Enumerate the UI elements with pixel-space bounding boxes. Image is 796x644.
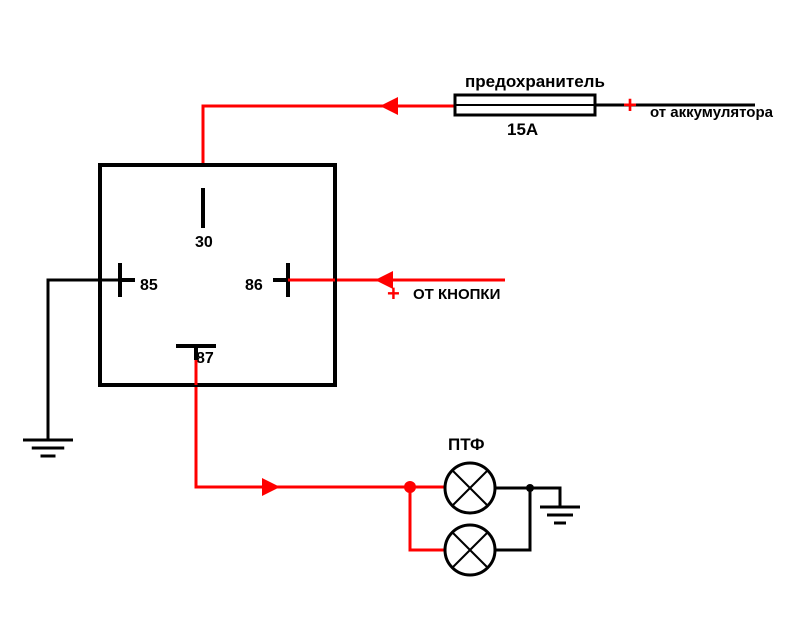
- pin-85-label: 85: [140, 277, 158, 294]
- fuse-label-bottom: 15A: [507, 120, 538, 139]
- plus-icon: +: [623, 92, 637, 119]
- pin-86-label: 86: [245, 277, 263, 294]
- pin-87-label: 87: [196, 350, 214, 367]
- button-source-label: ОТ КНОПКИ: [413, 286, 500, 303]
- junction-dot: [526, 484, 534, 492]
- fuse-label-top: предохранитель: [465, 72, 605, 91]
- relay-box: [100, 165, 335, 385]
- circuit-diagram: предохранитель 15A + от аккумулятора 30 85 86 8…: [0, 0, 796, 644]
- pin-30-label: 30: [195, 234, 213, 251]
- plus-icon: +: [387, 281, 400, 306]
- lamp-label: ПТФ: [448, 435, 484, 454]
- battery-label: от аккумулятора: [650, 104, 774, 121]
- junction-dot: [404, 481, 416, 493]
